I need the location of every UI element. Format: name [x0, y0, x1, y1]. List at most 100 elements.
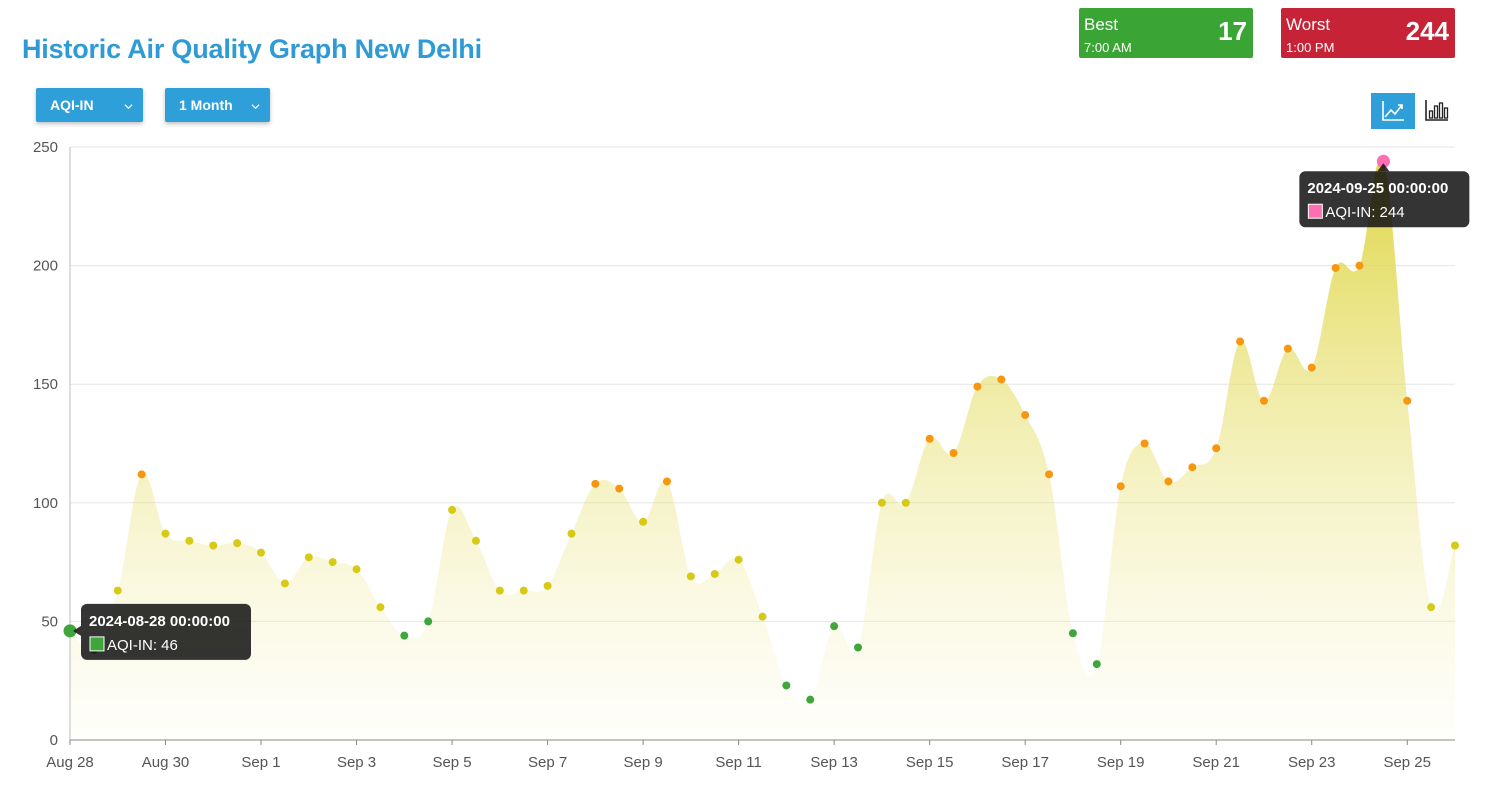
data-point[interactable]: [1403, 396, 1412, 405]
worst-time: 1:00 PM: [1286, 40, 1335, 55]
data-point[interactable]: [782, 681, 791, 690]
data-point[interactable]: [304, 553, 313, 562]
data-point[interactable]: [806, 695, 815, 704]
data-point[interactable]: [543, 581, 552, 590]
range-select[interactable]: 1 Month: [165, 88, 270, 122]
data-point[interactable]: [352, 565, 361, 574]
data-point[interactable]: [1451, 541, 1459, 550]
data-point[interactable]: [519, 586, 528, 595]
data-point[interactable]: [1283, 344, 1292, 353]
data-point[interactable]: [1140, 439, 1149, 448]
data-point[interactable]: [1212, 444, 1221, 453]
data-point[interactable]: [901, 498, 910, 507]
x-tick-label: Sep 21: [1192, 754, 1240, 771]
data-point[interactable]: [376, 603, 385, 612]
bar-chart-icon: [1425, 100, 1449, 121]
x-tick-label: Sep 19: [1097, 754, 1145, 771]
data-point[interactable]: [400, 631, 409, 640]
x-tick-label: Sep 3: [337, 754, 376, 771]
data-point[interactable]: [233, 539, 242, 548]
data-point[interactable]: [854, 643, 863, 652]
tooltips: 2024-08-28 00:00:00 AQI-IN: 46 2024-09-25 …: [73, 163, 1470, 660]
line-view-button[interactable]: [1371, 93, 1415, 129]
chevron-down-icon: [251, 104, 260, 110]
data-point[interactable]: [758, 612, 767, 621]
data-point[interactable]: [1116, 482, 1125, 491]
data-point[interactable]: [1164, 477, 1173, 486]
tooltip-value: AQI-IN: 46: [107, 637, 178, 654]
data-point[interactable]: [997, 375, 1006, 384]
data-point[interactable]: [1045, 470, 1054, 479]
y-tick-label: 50: [41, 613, 58, 630]
data-point[interactable]: [734, 555, 743, 564]
chevron-down-icon: [124, 104, 133, 110]
tooltip-swatch: [1307, 203, 1323, 219]
data-point[interactable]: [877, 498, 886, 507]
bar-view-button[interactable]: [1415, 93, 1459, 129]
data-point[interactable]: [1259, 396, 1268, 405]
data-point[interactable]: [710, 569, 719, 578]
tooltip-date: 2024-08-28 00:00:00: [89, 613, 230, 630]
data-point[interactable]: [495, 586, 504, 595]
tooltip-box: [81, 603, 251, 660]
best-time: 7:00 AM: [1084, 40, 1132, 55]
data-point[interactable]: [1307, 363, 1316, 372]
data-point[interactable]: [639, 517, 648, 526]
x-tick-label: Sep 17: [1001, 754, 1049, 771]
data-point[interactable]: [925, 434, 934, 443]
axes: 0 50 100 150 200 250 Aug 28 Aug 30 Sep 1 Sep 3 Sep…: [33, 139, 1455, 771]
x-tick-label: Aug 30: [142, 754, 190, 771]
x-tick-label: Sep 13: [810, 754, 858, 771]
data-point[interactable]: [949, 448, 958, 457]
data-point[interactable]: [1092, 660, 1101, 669]
data-point[interactable]: [448, 505, 457, 514]
data-point[interactable]: [973, 382, 982, 391]
data-point[interactable]: [471, 536, 480, 545]
data-points: [63, 154, 1459, 704]
x-tick-label: Sep 9: [624, 754, 663, 771]
data-point[interactable]: [63, 624, 77, 638]
tooltip: 2024-08-28 00:00:00 AQI-IN: 46: [73, 603, 251, 660]
data-point[interactable]: [257, 548, 266, 557]
data-point[interactable]: [209, 541, 218, 550]
y-tick-label: 250: [33, 139, 58, 156]
x-tick-label: Aug 28: [46, 754, 94, 771]
best-label: Best: [1084, 15, 1119, 34]
data-point[interactable]: [113, 586, 122, 595]
data-point[interactable]: [328, 558, 337, 567]
data-point[interactable]: [137, 470, 146, 479]
data-point[interactable]: [1236, 337, 1245, 346]
data-point[interactable]: [185, 536, 194, 545]
data-point[interactable]: [1376, 154, 1390, 168]
data-point[interactable]: [567, 529, 576, 538]
data-point[interactable]: [686, 572, 695, 581]
data-point[interactable]: [280, 579, 289, 588]
x-tick-label: Sep 5: [432, 754, 471, 771]
data-point[interactable]: [1355, 261, 1364, 270]
best-aqi-badge: Best 7:00 AM 17: [1079, 8, 1253, 58]
tooltip-box: [1299, 171, 1470, 228]
page-title: Historic Air Quality Graph New Delhi: [22, 34, 482, 64]
data-point[interactable]: [591, 479, 600, 488]
data-point[interactable]: [1331, 263, 1340, 272]
data-point[interactable]: [830, 622, 839, 631]
data-point[interactable]: [1188, 463, 1197, 472]
area-layer: [70, 157, 1455, 740]
x-tick-label: Sep 1: [241, 754, 280, 771]
data-point[interactable]: [615, 484, 624, 493]
data-point[interactable]: [1021, 411, 1030, 420]
metric-select[interactable]: AQI-IN: [36, 88, 143, 122]
data-point[interactable]: [424, 617, 433, 626]
tooltip-value: AQI-IN: 244: [1325, 204, 1404, 221]
tooltip-swatch: [89, 636, 105, 652]
data-point[interactable]: [1068, 629, 1077, 638]
aqi-area-series: [70, 157, 1455, 740]
data-point[interactable]: [662, 477, 671, 486]
y-tick-label: 200: [33, 258, 58, 275]
worst-label: Worst: [1286, 15, 1331, 34]
tooltip-date: 2024-09-25 00:00:00: [1307, 180, 1448, 197]
data-point[interactable]: [161, 529, 170, 538]
line-chart-icon: [1382, 101, 1404, 121]
data-point[interactable]: [1427, 603, 1436, 612]
